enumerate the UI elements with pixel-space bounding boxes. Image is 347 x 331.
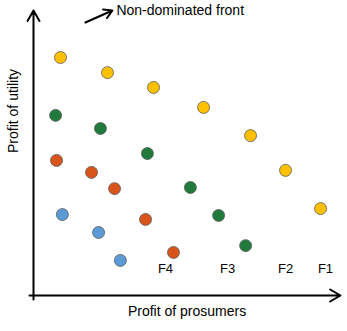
svg-text:Profit of prosumers: Profit of prosumers [128, 303, 246, 319]
svg-text:F2: F2 [278, 261, 293, 276]
svg-text:F4: F4 [158, 261, 173, 276]
svg-text:Non-dominated front: Non-dominated front [116, 2, 244, 18]
svg-text:F3: F3 [220, 261, 235, 276]
svg-text:Profit of utility: Profit of utility [5, 69, 21, 153]
svg-text:F1: F1 [318, 261, 333, 276]
